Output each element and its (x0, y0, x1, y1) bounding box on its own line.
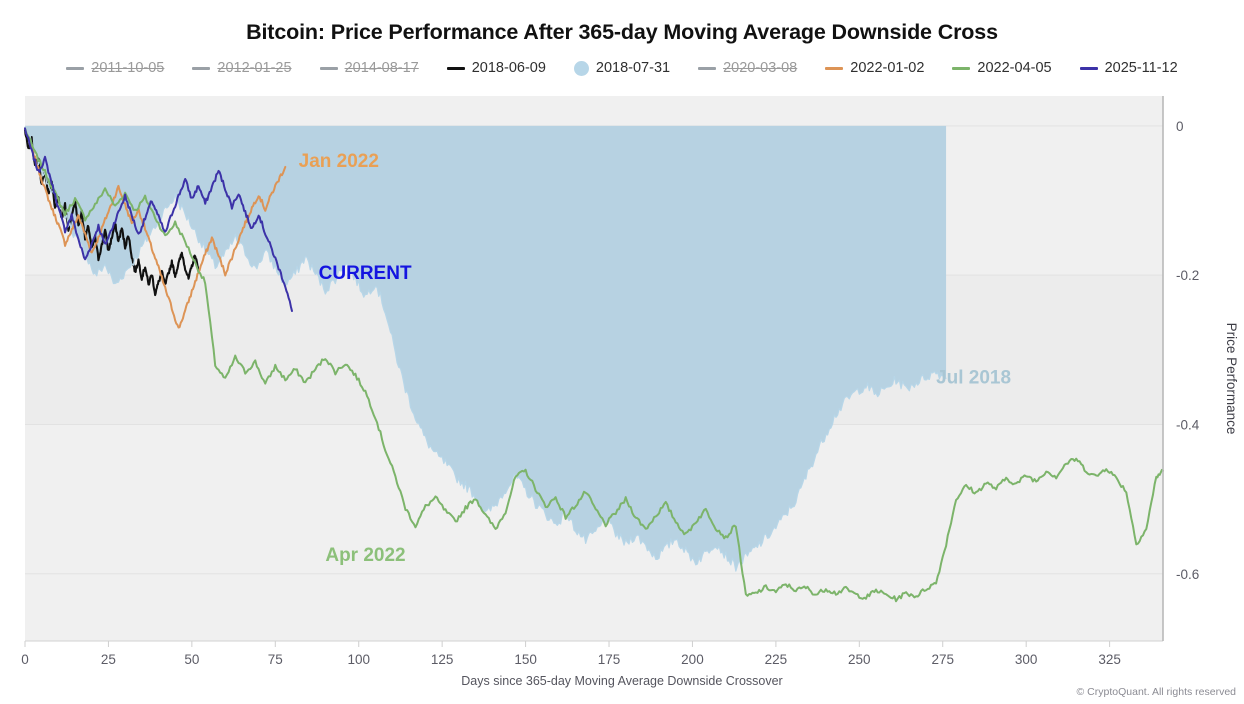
legend-item-2014-08-17[interactable]: 2014-08-17 (306, 60, 433, 76)
x-tick-label: 250 (848, 652, 871, 667)
series-line-2025-11-12 (24, 127, 293, 313)
y-tick-label: -0.6 (1176, 567, 1199, 582)
x-tick-label: 225 (765, 652, 788, 667)
legend-line-icon (446, 66, 465, 70)
annotation-jan-2022: Jan 2022 (299, 151, 379, 172)
plot-background (25, 96, 1163, 641)
legend-item-label: 2020-03-08 (723, 60, 798, 76)
x-tick-label: 50 (184, 652, 199, 667)
x-tick-label: 100 (347, 652, 370, 667)
x-tick-label: 200 (681, 652, 704, 667)
x-tick-label: 125 (431, 652, 454, 667)
annotation-current: CURRENT (319, 263, 412, 284)
x-tick-label: 300 (1015, 652, 1038, 667)
legend-line-icon (952, 66, 971, 70)
legend-item-label: 2012-01-25 (217, 60, 292, 76)
series-line-2022-04-05 (24, 127, 1164, 603)
plot-band (25, 275, 1163, 425)
legend-item-label: 2022-04-05 (977, 60, 1052, 76)
copyright-credit: © CryptoQuant. All rights reserved (1076, 686, 1236, 698)
legend-item-label: 2025-11-12 (1104, 60, 1178, 76)
legend-item-label: 2014-08-17 (344, 60, 419, 76)
x-axis-title: Days since 365-day Moving Average Downsi… (461, 674, 783, 688)
x-tick-label: 25 (101, 652, 116, 667)
chart-legend[interactable]: 2011-10-05 2012-01-25 2014-08-17 2018-06-09… (0, 60, 1244, 76)
legend-line-icon (66, 66, 85, 70)
x-tick-label: 175 (598, 652, 621, 667)
series-line-2018-06-09 (23, 128, 200, 297)
legend-line-icon (319, 66, 338, 70)
y-tick-label: 0 (1176, 119, 1184, 134)
series-line-2018-07-31 (24, 126, 947, 572)
legend-line-icon (1079, 66, 1098, 70)
legend-item-label: 2011-10-05 (91, 60, 165, 76)
legend-item-2020-03-08[interactable]: 2020-03-08 (684, 60, 811, 76)
x-tick-label: 325 (1098, 652, 1121, 667)
y-tick-label: -0.2 (1176, 268, 1199, 283)
legend-item-2025-11-12[interactable]: 2025-11-12 (1066, 60, 1192, 76)
y-axis-title: Price Performance (1224, 323, 1239, 435)
legend-item-2018-07-31[interactable]: 2018-07-31 (560, 60, 684, 76)
x-tick-label: 0 (21, 652, 29, 667)
legend-dot-icon (573, 60, 589, 76)
series-line-2022-01-02 (24, 127, 287, 329)
page-title: Bitcoin: Price Performance After 365-day… (246, 20, 998, 44)
legend-item-label: 2018-07-31 (595, 60, 671, 76)
legend-item-2012-01-25[interactable]: 2012-01-25 (178, 60, 305, 76)
legend-line-icon (825, 66, 844, 70)
legend-item-2018-06-09[interactable]: 2018-06-09 (433, 60, 560, 76)
x-tick-label: 275 (931, 652, 954, 667)
annotation-jul-2018: Jul 2018 (936, 367, 1011, 388)
annotation-apr-2022: Apr 2022 (325, 545, 405, 566)
series-area-2018-07-31 (25, 125, 947, 572)
x-tick-label: 75 (268, 652, 283, 667)
legend-line-icon (192, 66, 211, 70)
legend-line-icon (698, 66, 717, 70)
x-tick-label: 150 (514, 652, 537, 667)
y-tick-label: -0.4 (1176, 417, 1200, 432)
watermark: CryptoQuant (438, 349, 710, 401)
legend-item-2022-04-05[interactable]: 2022-04-05 (938, 60, 1065, 76)
legend-item-label: 2022-01-02 (850, 60, 925, 76)
legend-item-2011-10-05[interactable]: 2011-10-05 (52, 60, 178, 76)
legend-item-label: 2018-06-09 (471, 60, 546, 76)
legend-item-2022-01-02[interactable]: 2022-01-02 (811, 60, 938, 76)
